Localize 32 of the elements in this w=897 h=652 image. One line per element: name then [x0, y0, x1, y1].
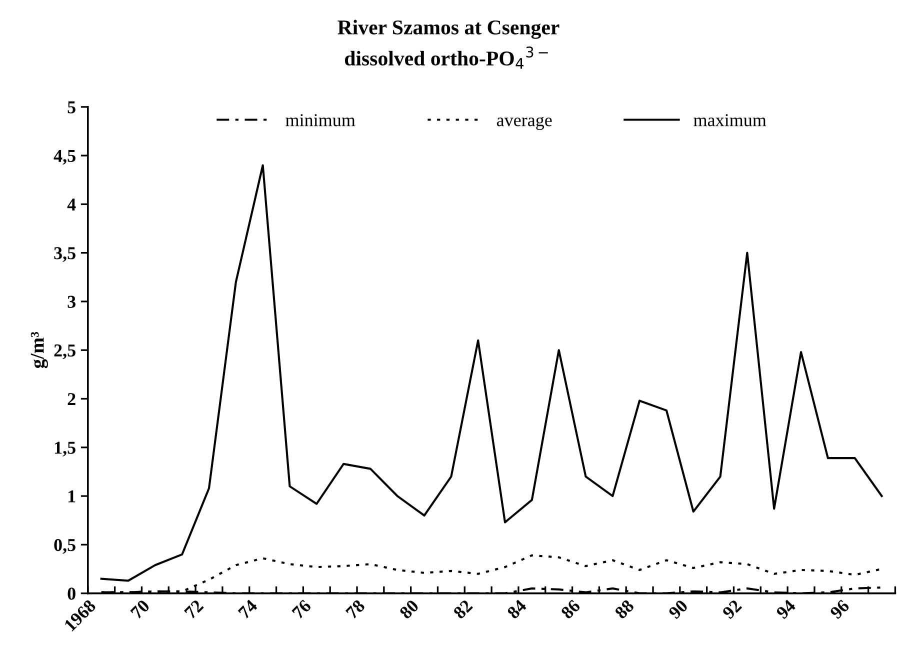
- line-series: [100, 164, 883, 582]
- y-tick-label: 5: [68, 101, 76, 114]
- y-axis-title: g/m³: [30, 332, 48, 368]
- x-tick-label: 94: [776, 598, 796, 620]
- chart-title: River Szamos at Csenger: [338, 20, 560, 39]
- x-tick-label: 90: [668, 599, 688, 620]
- x-tick-label: 86: [560, 598, 581, 620]
- x-tick-label: 88: [614, 598, 635, 620]
- x-tick-label: 92: [722, 599, 742, 620]
- x-tick-label: 70: [130, 599, 150, 620]
- y-tick-label: 0,5: [54, 538, 76, 554]
- y-tick-label: 1: [68, 490, 76, 502]
- x-tick-label: 72: [184, 599, 204, 620]
- y-tick-label: 4: [67, 198, 76, 210]
- y-tick-label: 3: [68, 296, 76, 308]
- x-tick-label: 78: [345, 598, 366, 620]
- legend-label: average: [496, 116, 552, 130]
- legend-label: minimum: [286, 114, 356, 126]
- x-tick-label: 82: [452, 599, 474, 620]
- y-tick-label: 2: [68, 393, 76, 406]
- y-tick-label: 2,5: [54, 344, 76, 360]
- x-tick-label: 76: [292, 598, 312, 620]
- x-tick-label: 96: [829, 598, 850, 620]
- x-tick-label: 74: [238, 598, 258, 620]
- x-tick-label: 84: [506, 598, 528, 620]
- y-tick-label: 1,5: [54, 442, 76, 456]
- y-tick-label: 4,5: [54, 150, 76, 165]
- chart-subtitle: dissolved ortho-PO$_{4}$$^{3−}$: [344, 46, 548, 69]
- legend-label: maximum: [694, 114, 766, 126]
- y-tick-label: 0: [68, 588, 76, 600]
- y-tick-label: 3,5: [54, 247, 76, 262]
- x-tick-label: 80: [398, 599, 420, 620]
